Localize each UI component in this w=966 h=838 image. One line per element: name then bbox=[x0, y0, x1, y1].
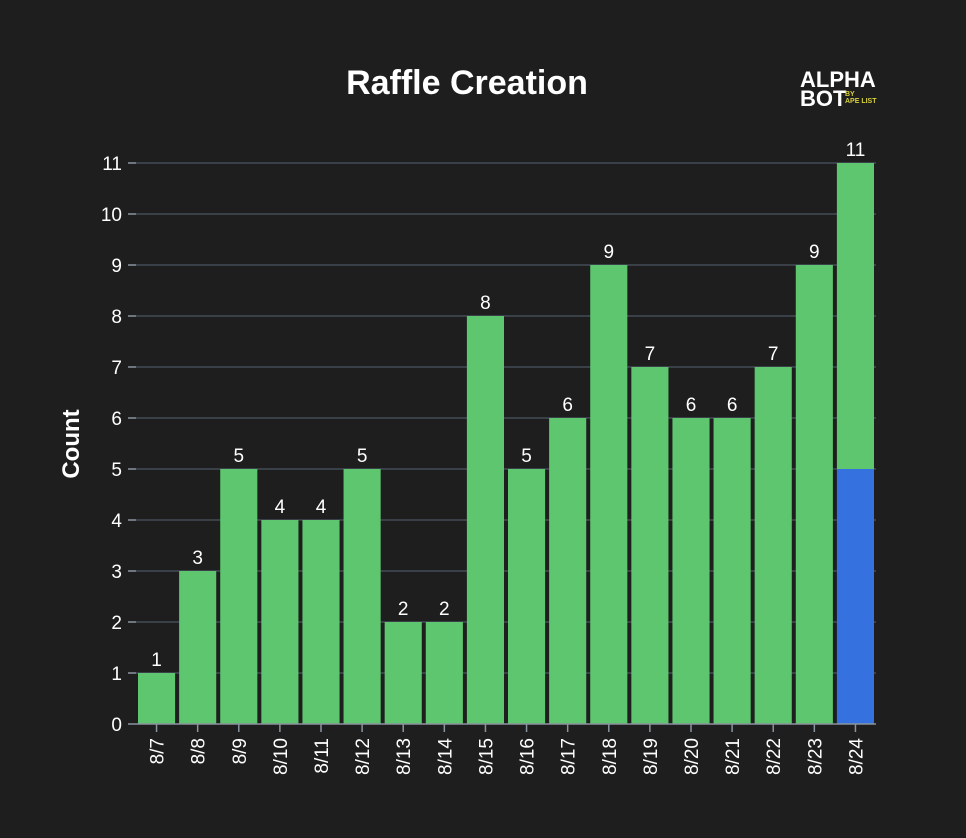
y-tick-label: 4 bbox=[111, 511, 122, 532]
x-tick-label: 8/20 bbox=[682, 738, 703, 775]
x-tick-label: 8/18 bbox=[600, 738, 621, 775]
x-tick-label: 8/15 bbox=[476, 738, 497, 775]
y-ticks: 0 1 2 3 4 5 6 7 8 9 10 11 bbox=[101, 154, 136, 736]
bar bbox=[302, 520, 340, 724]
logo-line1: ALPHA bbox=[800, 67, 876, 92]
y-tick-label: 9 bbox=[111, 256, 122, 277]
x-ticks: 8/7 8/8 8/9 8/10 8/11 8/12 8/13 8/14 8/15 8/16 8/1… bbox=[148, 724, 867, 775]
x-tick-label: 8/14 bbox=[435, 738, 456, 775]
y-tick-label: 11 bbox=[102, 154, 122, 175]
x-tick-label: 8/23 bbox=[805, 738, 826, 775]
y-tick-label: 6 bbox=[111, 409, 122, 430]
data-label: 5 bbox=[357, 446, 368, 467]
x-tick-label: 8/7 bbox=[148, 738, 169, 764]
bar bbox=[466, 316, 504, 724]
x-tick-label: 8/24 bbox=[846, 738, 867, 775]
bar bbox=[836, 469, 874, 724]
x-tick-label: 8/21 bbox=[723, 738, 744, 775]
data-label: 1 bbox=[151, 650, 162, 671]
x-tick-label: 8/22 bbox=[764, 738, 785, 775]
bar bbox=[138, 673, 176, 724]
bar bbox=[220, 469, 258, 724]
x-tick-label: 8/11 bbox=[312, 738, 333, 774]
y-axis-label: Count bbox=[58, 409, 85, 478]
y-tick-label: 3 bbox=[111, 562, 122, 583]
x-tick-label: 8/17 bbox=[559, 738, 580, 775]
bar bbox=[754, 367, 792, 724]
y-tick-label: 1 bbox=[111, 664, 122, 685]
data-label: 4 bbox=[275, 497, 286, 518]
data-label: 5 bbox=[521, 446, 532, 467]
data-label: 3 bbox=[192, 548, 203, 569]
x-tick-label: 8/16 bbox=[518, 738, 539, 775]
x-tick-label: 8/10 bbox=[271, 738, 292, 775]
data-label: 9 bbox=[809, 242, 820, 263]
bar bbox=[384, 622, 422, 724]
x-tick-label: 8/19 bbox=[641, 738, 662, 775]
bar bbox=[261, 520, 299, 724]
bar bbox=[713, 418, 751, 724]
data-label: 9 bbox=[603, 242, 614, 263]
logo: ALPHA BOT BY APE LIST bbox=[800, 67, 877, 111]
y-tick-label: 0 bbox=[111, 715, 122, 736]
bar bbox=[631, 367, 669, 724]
data-label: 8 bbox=[480, 293, 491, 314]
x-tick-label: 8/12 bbox=[353, 738, 374, 775]
logo-by: BY bbox=[845, 91, 855, 98]
data-label: 6 bbox=[562, 395, 573, 416]
logo-sub: APE LIST bbox=[845, 98, 877, 105]
data-label: 2 bbox=[398, 599, 409, 620]
bar bbox=[795, 265, 833, 724]
x-tick-label: 8/13 bbox=[394, 738, 415, 775]
bar bbox=[425, 622, 463, 724]
y-tick-label: 10 bbox=[101, 205, 122, 226]
bars bbox=[138, 163, 874, 724]
data-label: 2 bbox=[439, 599, 450, 620]
bar bbox=[836, 163, 874, 469]
bar bbox=[549, 418, 587, 724]
y-tick-label: 5 bbox=[111, 460, 122, 481]
data-labels: 1 3 5 4 4 5 2 2 8 5 6 9 7 6 6 7 9 11 bbox=[151, 140, 865, 671]
bar bbox=[343, 469, 381, 724]
x-tick-label: 8/8 bbox=[189, 738, 210, 764]
y-tick-label: 7 bbox=[111, 358, 122, 379]
x-tick-label: 8/9 bbox=[230, 738, 251, 764]
bar bbox=[179, 571, 217, 724]
bar bbox=[508, 469, 546, 724]
bar bbox=[590, 265, 628, 724]
y-tick-label: 8 bbox=[111, 307, 122, 328]
data-label: 11 bbox=[846, 140, 866, 161]
logo-line2: BOT bbox=[800, 86, 847, 111]
chart-title: Raffle Creation bbox=[346, 64, 588, 102]
y-tick-label: 2 bbox=[111, 613, 122, 634]
data-label: 6 bbox=[727, 395, 738, 416]
data-label: 4 bbox=[316, 497, 327, 518]
data-label: 5 bbox=[233, 446, 244, 467]
data-label: 7 bbox=[768, 344, 779, 365]
grid-lines bbox=[136, 162, 876, 674]
bar bbox=[672, 418, 710, 724]
data-label: 7 bbox=[645, 344, 656, 365]
data-label: 6 bbox=[686, 395, 697, 416]
